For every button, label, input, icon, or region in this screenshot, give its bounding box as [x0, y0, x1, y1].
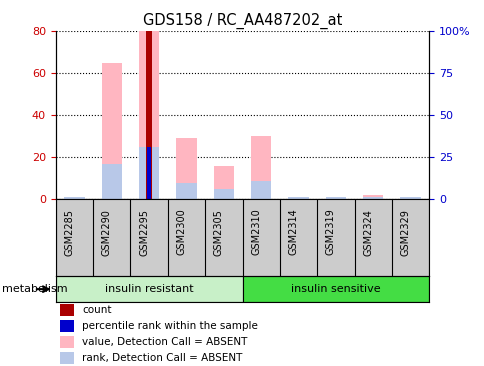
Bar	[60, 336, 75, 348]
Text: GSM2329: GSM2329	[400, 209, 409, 255]
Bar	[56, 276, 242, 302]
Text: GSM2295: GSM2295	[139, 209, 149, 256]
Bar	[138, 31, 159, 199]
Bar	[213, 189, 234, 199]
Bar	[399, 197, 420, 199]
Bar	[60, 320, 75, 332]
Bar	[250, 180, 271, 199]
Bar	[60, 303, 75, 316]
Bar	[213, 166, 234, 199]
Bar	[146, 31, 151, 199]
Text: GSM2300: GSM2300	[176, 209, 186, 255]
Bar	[176, 183, 197, 199]
Bar	[242, 276, 428, 302]
Bar	[64, 197, 85, 199]
Bar	[101, 164, 122, 199]
Text: GSM2314: GSM2314	[288, 209, 298, 255]
Text: count: count	[82, 305, 111, 315]
Bar	[287, 197, 308, 199]
Bar	[64, 197, 85, 199]
Bar	[176, 138, 197, 199]
Text: GSM2310: GSM2310	[251, 209, 261, 255]
Text: percentile rank within the sample: percentile rank within the sample	[82, 321, 257, 331]
Text: GDS158 / RC_AA487202_at: GDS158 / RC_AA487202_at	[142, 13, 342, 29]
Bar	[60, 352, 75, 365]
Text: GSM2290: GSM2290	[102, 209, 111, 255]
Text: metabolism: metabolism	[2, 284, 68, 294]
Text: GSM2324: GSM2324	[363, 209, 373, 255]
Bar	[399, 197, 420, 199]
Bar	[147, 147, 151, 199]
Bar	[362, 197, 383, 199]
Text: insulin sensitive: insulin sensitive	[290, 284, 380, 294]
Text: value, Detection Call = ABSENT: value, Detection Call = ABSENT	[82, 337, 247, 347]
Bar	[325, 197, 346, 199]
Bar	[362, 195, 383, 199]
Bar	[287, 197, 308, 199]
Bar	[325, 197, 346, 199]
Text: rank, Detection Call = ABSENT: rank, Detection Call = ABSENT	[82, 353, 242, 363]
Bar	[101, 63, 122, 199]
Text: GSM2285: GSM2285	[64, 209, 75, 256]
Text: insulin resistant: insulin resistant	[105, 284, 193, 294]
Text: GSM2305: GSM2305	[213, 209, 223, 255]
Text: GSM2319: GSM2319	[325, 209, 335, 255]
Bar	[138, 147, 159, 199]
Bar	[250, 137, 271, 199]
